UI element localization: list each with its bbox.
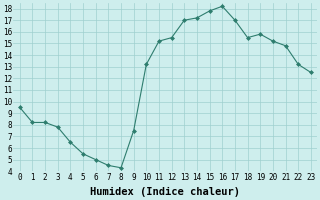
X-axis label: Humidex (Indice chaleur): Humidex (Indice chaleur) xyxy=(90,187,240,197)
